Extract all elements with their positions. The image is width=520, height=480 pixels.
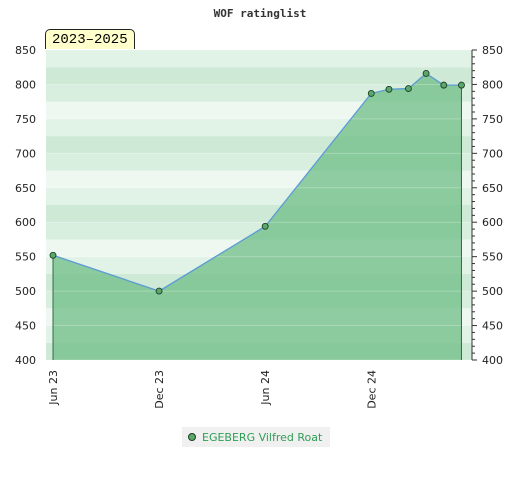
band <box>46 50 472 68</box>
legend-marker-icon <box>188 433 196 441</box>
x-axis: Jun 23 Dec 23 Jun 24 Dec 24 <box>47 370 378 409</box>
data-point <box>261 222 269 230</box>
y-tick-label-left: 500 <box>15 285 36 298</box>
y-tick-label-left: 700 <box>15 147 36 160</box>
x-tick-label: Dec 23 <box>153 370 166 409</box>
band <box>46 67 472 85</box>
data-point <box>440 81 448 89</box>
y-tick-label-left: 400 <box>15 354 36 367</box>
y-tick-label-right: 800 <box>482 78 503 91</box>
chart-title: WOF ratinglist <box>214 7 307 20</box>
y-tick-label-right: 600 <box>482 216 503 229</box>
y-tick-label-right: 500 <box>482 285 503 298</box>
y-axis-right: 400 450 500 550 600 650 700 750 800 850 <box>471 44 503 367</box>
data-point <box>385 85 393 93</box>
data-point <box>155 287 163 295</box>
y-tick-label-right: 400 <box>482 354 503 367</box>
area-layer <box>53 73 462 360</box>
x-tick-label: Jun 23 <box>47 370 60 406</box>
x-tick-label: Dec 24 <box>365 370 378 409</box>
data-point <box>458 81 465 89</box>
y-tick-label-left: 800 <box>15 78 36 91</box>
y-tick-label-right: 750 <box>482 113 503 126</box>
data-point <box>367 89 375 97</box>
series-layer <box>49 69 465 360</box>
grid-lines <box>46 49 472 361</box>
y-tick-label-left: 450 <box>15 320 36 333</box>
period-badge: 2023–2025 <box>45 29 135 49</box>
y-tick-label-left: 850 <box>15 44 36 57</box>
y-tick-label-left: 600 <box>15 216 36 229</box>
y-tick-label-right: 650 <box>482 182 503 195</box>
band <box>46 84 472 102</box>
y-tick-label-left: 750 <box>15 113 36 126</box>
y-tick-label-right: 700 <box>482 147 503 160</box>
legend[interactable]: EGEBERG Vilfred Roat <box>182 427 331 447</box>
y-tick-label-right: 450 <box>482 320 503 333</box>
y-tick-label-left: 650 <box>15 182 36 195</box>
data-point <box>49 251 57 259</box>
data-point <box>422 69 430 77</box>
y-axis-left: 400 450 500 550 600 650 700 750 800 850 <box>15 44 36 367</box>
x-tick-label: Jun 24 <box>259 370 272 406</box>
y-tick-label-right: 550 <box>482 251 503 264</box>
y-tick-label-right: 850 <box>482 44 503 57</box>
data-point <box>404 85 412 93</box>
legend-label: EGEBERG Vilfred Roat <box>202 430 323 444</box>
y-tick-label-left: 550 <box>15 251 36 264</box>
area-fill <box>53 73 462 360</box>
